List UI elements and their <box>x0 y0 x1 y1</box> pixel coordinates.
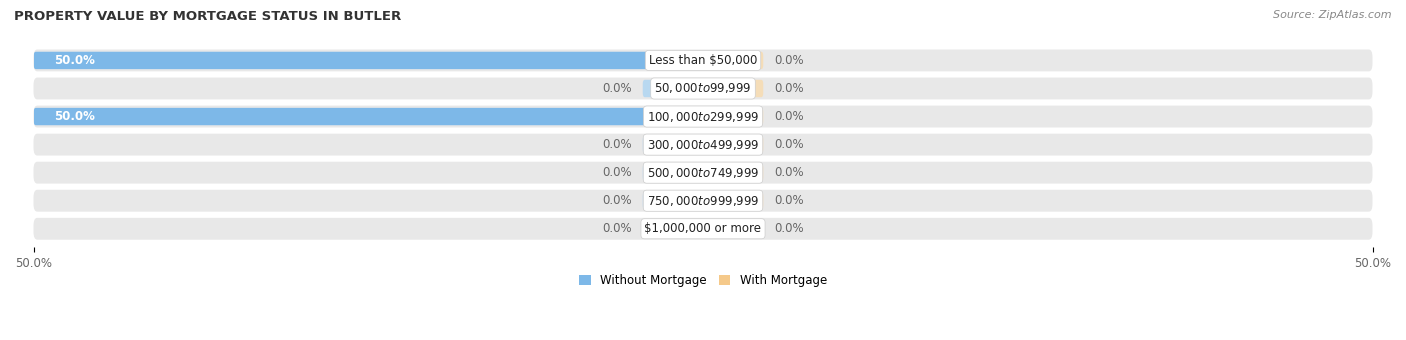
Text: 0.0%: 0.0% <box>773 138 804 151</box>
Text: 0.0%: 0.0% <box>773 194 804 207</box>
FancyBboxPatch shape <box>643 192 703 209</box>
FancyBboxPatch shape <box>643 136 703 153</box>
FancyBboxPatch shape <box>34 106 1372 128</box>
FancyBboxPatch shape <box>703 192 763 209</box>
Text: $500,000 to $749,999: $500,000 to $749,999 <box>647 166 759 180</box>
Text: 0.0%: 0.0% <box>773 222 804 235</box>
Text: 0.0%: 0.0% <box>602 82 633 95</box>
FancyBboxPatch shape <box>643 220 703 237</box>
Text: 0.0%: 0.0% <box>773 166 804 179</box>
FancyBboxPatch shape <box>34 108 703 125</box>
Text: $300,000 to $499,999: $300,000 to $499,999 <box>647 138 759 152</box>
Text: 0.0%: 0.0% <box>602 138 633 151</box>
Text: 0.0%: 0.0% <box>602 194 633 207</box>
FancyBboxPatch shape <box>703 136 763 153</box>
FancyBboxPatch shape <box>643 164 703 181</box>
Text: $750,000 to $999,999: $750,000 to $999,999 <box>647 194 759 208</box>
FancyBboxPatch shape <box>34 78 1372 99</box>
FancyBboxPatch shape <box>703 164 763 181</box>
Text: 50.0%: 50.0% <box>53 110 94 123</box>
Text: 0.0%: 0.0% <box>773 110 804 123</box>
FancyBboxPatch shape <box>34 50 1372 71</box>
Text: $50,000 to $99,999: $50,000 to $99,999 <box>654 82 752 96</box>
FancyBboxPatch shape <box>34 190 1372 212</box>
FancyBboxPatch shape <box>34 218 1372 240</box>
FancyBboxPatch shape <box>703 220 763 237</box>
FancyBboxPatch shape <box>34 52 703 69</box>
Text: 0.0%: 0.0% <box>602 222 633 235</box>
FancyBboxPatch shape <box>703 108 763 125</box>
Text: 0.0%: 0.0% <box>602 166 633 179</box>
Text: Less than $50,000: Less than $50,000 <box>648 54 758 67</box>
FancyBboxPatch shape <box>34 162 1372 184</box>
Legend: Without Mortgage, With Mortgage: Without Mortgage, With Mortgage <box>574 270 832 292</box>
Text: Source: ZipAtlas.com: Source: ZipAtlas.com <box>1274 10 1392 20</box>
FancyBboxPatch shape <box>643 80 703 97</box>
Text: PROPERTY VALUE BY MORTGAGE STATUS IN BUTLER: PROPERTY VALUE BY MORTGAGE STATUS IN BUT… <box>14 10 401 23</box>
Text: 0.0%: 0.0% <box>773 82 804 95</box>
FancyBboxPatch shape <box>703 52 763 69</box>
FancyBboxPatch shape <box>703 80 763 97</box>
Text: 0.0%: 0.0% <box>773 54 804 67</box>
Text: $1,000,000 or more: $1,000,000 or more <box>644 222 762 235</box>
Text: 50.0%: 50.0% <box>53 54 94 67</box>
Text: $100,000 to $299,999: $100,000 to $299,999 <box>647 109 759 123</box>
FancyBboxPatch shape <box>34 134 1372 155</box>
